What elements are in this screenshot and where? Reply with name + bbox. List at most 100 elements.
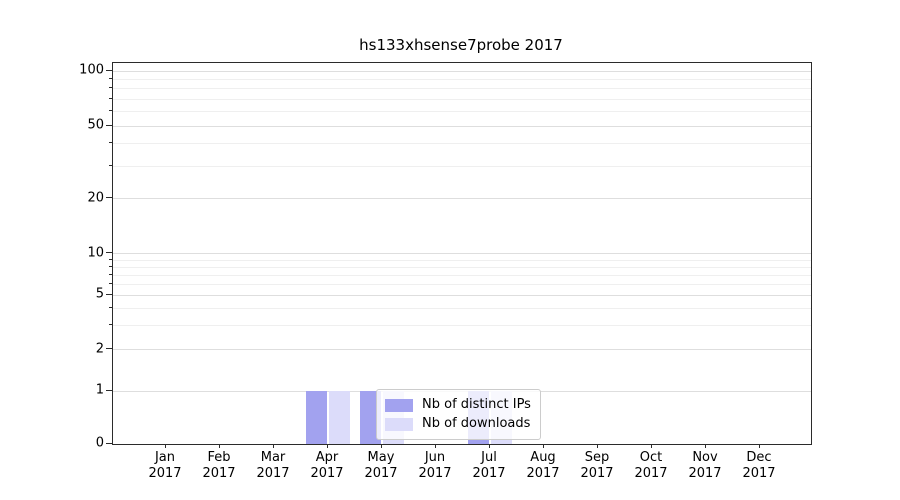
gridline-minor [113, 88, 811, 90]
y-tick-mark-minor [109, 97, 112, 99]
x-tick-label: Apr 2017 [295, 450, 359, 482]
y-tick-mark-minor [109, 87, 112, 89]
gridline-major [113, 70, 811, 72]
x-tick-mark [705, 444, 706, 448]
x-tick-mark [219, 444, 220, 448]
x-tick-label: Jan 2017 [133, 450, 197, 482]
x-tick-month: Oct [639, 450, 663, 465]
x-tick-mark [435, 444, 436, 448]
x-tick-label: Feb 2017 [187, 450, 251, 482]
x-tick-year: 2017 [202, 466, 236, 481]
x-tick-year: 2017 [148, 466, 182, 481]
y-tick-mark-minor [109, 110, 112, 112]
y-tick-mark [106, 69, 112, 71]
y-tick-mark-minor [109, 77, 112, 79]
x-tick-month: Jul [481, 450, 497, 465]
y-tick-mark-minor [109, 258, 112, 260]
x-tick-year: 2017 [310, 466, 344, 481]
x-tick-label: Mar 2017 [241, 450, 305, 482]
x-tick-mark [543, 444, 544, 448]
x-tick-year: 2017 [688, 466, 722, 481]
x-tick-year: 2017 [472, 466, 506, 481]
y-tick-mark [106, 389, 112, 391]
x-tick-month: Jun [424, 450, 446, 465]
y-tick-mark-minor [109, 273, 112, 275]
x-tick-year: 2017 [580, 466, 614, 481]
y-tick-mark-minor [109, 142, 112, 144]
y-tick-label: 1 [95, 382, 104, 398]
x-tick-year: 2017 [364, 466, 398, 481]
x-tick-month: Aug [530, 450, 556, 465]
y-tick-mark-minor [109, 324, 112, 326]
legend-label: Nb of distinct IPs [422, 397, 531, 412]
x-tick-label: Oct 2017 [619, 450, 683, 482]
gridline-minor [113, 283, 811, 285]
y-tick-mark-minor [109, 306, 112, 308]
gridline-minor [113, 166, 811, 168]
x-tick-month: Jan [154, 450, 176, 465]
plot-area: Nb of distinct IPs Nb of downloads [112, 62, 812, 445]
y-tick-mark [106, 124, 112, 126]
gridline-minor [113, 143, 811, 145]
x-tick-mark [273, 444, 274, 448]
legend-label: Nb of downloads [422, 416, 531, 431]
y-tick-mark [106, 252, 112, 254]
x-tick-month: Sep [584, 450, 610, 465]
gridline-major [113, 349, 811, 351]
x-tick-label: Jun 2017 [403, 450, 467, 482]
y-tick-label: 2 [95, 341, 104, 357]
x-tick-month: May [367, 450, 395, 465]
gridline-minor [113, 111, 811, 113]
x-tick-mark [381, 444, 382, 448]
x-tick-label: May 2017 [349, 450, 413, 482]
x-tick-mark [489, 444, 490, 448]
y-tick-mark [106, 348, 112, 350]
y-tick-label: 100 [79, 62, 104, 78]
y-tick-label: 20 [87, 190, 104, 206]
gridline-minor [113, 259, 811, 261]
bar-nb-of-downloads [329, 391, 350, 444]
legend-row: Nb of distinct IPs [385, 396, 531, 414]
gridline-minor [113, 325, 811, 327]
y-tick-mark [106, 197, 112, 199]
y-tick-mark-minor [109, 165, 112, 167]
gridline-minor [113, 266, 811, 268]
chart-title: hs133xhsense7probe 2017 [359, 36, 563, 54]
x-tick-mark [327, 444, 328, 448]
x-tick-label: Aug 2017 [511, 450, 575, 482]
x-tick-mark [165, 444, 166, 448]
gridline-minor [113, 78, 811, 80]
y-tick-label: 0 [95, 435, 104, 451]
bar-nb-of-distinct-ips [306, 391, 327, 444]
x-tick-month: Apr [315, 450, 339, 465]
x-tick-month: Feb [207, 450, 231, 465]
gridline-major [113, 294, 811, 296]
x-tick-label: Sep 2017 [565, 450, 629, 482]
y-tick-label: 5 [95, 286, 104, 302]
x-tick-year: 2017 [418, 466, 452, 481]
y-tick-mark [106, 293, 112, 295]
x-tick-month: Mar [260, 450, 286, 465]
legend-row: Nb of downloads [385, 415, 531, 433]
x-tick-year: 2017 [256, 466, 290, 481]
x-tick-label: Dec 2017 [727, 450, 791, 482]
x-tick-year: 2017 [634, 466, 668, 481]
gridline-minor [113, 274, 811, 276]
y-tick-mark [106, 442, 112, 444]
x-tick-mark [759, 444, 760, 448]
legend-swatch [385, 417, 413, 431]
y-tick-mark-minor [109, 265, 112, 267]
gridline-major [113, 125, 811, 127]
x-tick-year: 2017 [742, 466, 776, 481]
legend: Nb of distinct IPs Nb of downloads [376, 389, 541, 440]
y-tick-label: 50 [87, 117, 104, 133]
bar-nb-of-distinct-ips [360, 391, 381, 444]
x-tick-label: Nov 2017 [673, 450, 737, 482]
gridline-minor [113, 307, 811, 309]
x-tick-mark [651, 444, 652, 448]
x-tick-year: 2017 [526, 466, 560, 481]
gridline-major [113, 253, 811, 255]
x-tick-month: Nov [692, 450, 718, 465]
x-tick-mark [597, 444, 598, 448]
